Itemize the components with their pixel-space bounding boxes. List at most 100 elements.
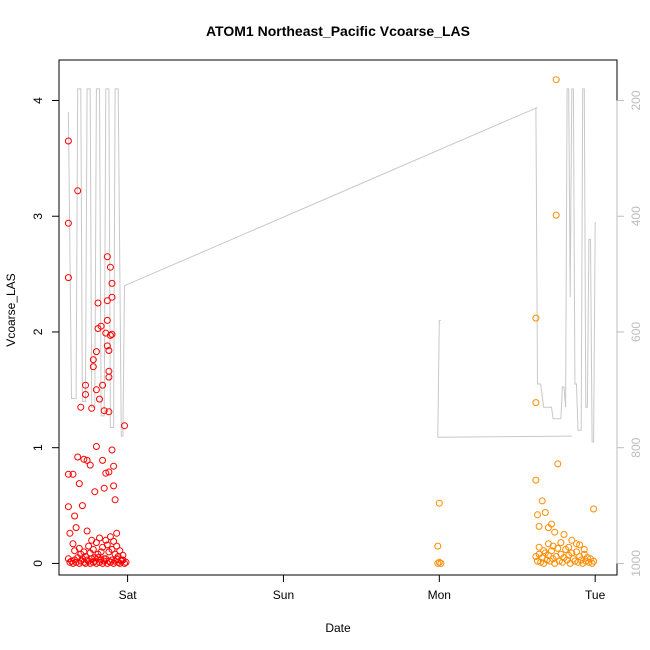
y-tick-label: 0 <box>31 560 45 567</box>
data-point <box>72 558 80 566</box>
plot-area <box>64 76 598 567</box>
x-tick-label: Mon <box>428 588 451 602</box>
y-tick-label: 2 <box>31 328 45 335</box>
series-line <box>67 88 538 437</box>
data-point <box>97 322 105 330</box>
data-point <box>552 76 560 84</box>
data-point <box>434 542 442 550</box>
data-point <box>122 558 130 566</box>
data-point <box>552 211 560 219</box>
data-point <box>538 497 546 505</box>
data-point <box>106 533 114 541</box>
data-point <box>99 456 107 464</box>
data-point <box>96 534 103 542</box>
data-point <box>532 399 540 407</box>
chart-title: ATOM1 Northeast_Pacific Vcoarse_LAS <box>206 23 470 39</box>
data-point <box>96 395 103 403</box>
point-layer <box>64 76 598 567</box>
series-line <box>437 319 441 438</box>
data-point <box>111 496 119 504</box>
data-point <box>64 470 72 478</box>
data-point <box>69 540 77 548</box>
data-point <box>91 488 99 496</box>
data-point <box>64 274 72 282</box>
y2-tick-label: 400 <box>629 206 643 226</box>
data-point <box>568 536 576 544</box>
data-point <box>97 548 105 556</box>
data-point <box>88 404 96 412</box>
data-point <box>105 347 113 354</box>
data-point <box>573 540 580 548</box>
data-point <box>75 480 83 488</box>
data-point <box>108 279 116 287</box>
data-point <box>64 137 72 145</box>
data-point <box>80 455 88 463</box>
data-point <box>535 522 543 530</box>
data-point <box>110 537 118 545</box>
data-point <box>534 557 541 565</box>
data-point <box>540 547 548 555</box>
data-point <box>108 446 116 454</box>
data-point <box>554 460 562 468</box>
data-point <box>532 476 540 484</box>
data-point <box>585 558 593 566</box>
data-point <box>103 541 111 549</box>
data-point <box>590 557 598 565</box>
data-point <box>83 456 91 464</box>
data-point <box>103 316 111 324</box>
data-point <box>551 528 559 536</box>
data-point <box>108 330 116 338</box>
data-point <box>113 529 121 537</box>
data-point <box>89 356 97 364</box>
data-point <box>103 342 111 350</box>
data-point <box>82 381 89 389</box>
data-point <box>105 408 113 416</box>
data-point <box>435 558 443 566</box>
y-axis-right: 200 400 600 800 1000 <box>616 90 643 577</box>
data-point <box>100 484 108 492</box>
data-point <box>548 520 555 528</box>
data-point <box>110 462 118 470</box>
data-point <box>108 293 116 301</box>
series-line <box>535 88 596 443</box>
y-axis-left: 0 1 2 3 4 <box>31 97 60 567</box>
data-point <box>549 542 557 550</box>
data-point <box>555 557 563 565</box>
data-point <box>105 468 113 476</box>
data-point <box>92 386 100 394</box>
data-point <box>106 331 114 339</box>
x-tick-label: Tue <box>585 588 606 602</box>
data-point <box>71 512 79 520</box>
data-point <box>437 559 445 567</box>
series-line <box>437 435 572 438</box>
data-point <box>590 505 598 513</box>
data-point <box>85 542 93 550</box>
data-point <box>557 539 565 547</box>
data-point <box>580 546 588 553</box>
data-point <box>108 546 116 553</box>
y2-tick-label: 800 <box>629 437 643 457</box>
y2-tick-label: 600 <box>629 322 643 342</box>
line-layer <box>67 88 596 443</box>
data-point <box>74 453 82 461</box>
x-axis: Sat Sun Mon Tue <box>119 574 606 602</box>
data-point <box>92 443 100 450</box>
data-point <box>64 219 72 227</box>
x-tick-label: Sat <box>119 588 138 602</box>
data-point <box>537 558 545 566</box>
data-point <box>548 547 555 555</box>
data-point <box>66 529 74 537</box>
data-point <box>102 469 110 477</box>
y2-tick-label: 200 <box>629 90 643 110</box>
data-point <box>106 263 114 271</box>
data-point <box>110 482 118 490</box>
data-point <box>92 348 100 356</box>
x-tick-label: Sun <box>273 588 294 602</box>
data-point <box>83 527 91 535</box>
data-point <box>82 391 89 398</box>
data-point <box>577 556 585 564</box>
data-point <box>532 314 540 322</box>
data-point <box>100 407 108 415</box>
